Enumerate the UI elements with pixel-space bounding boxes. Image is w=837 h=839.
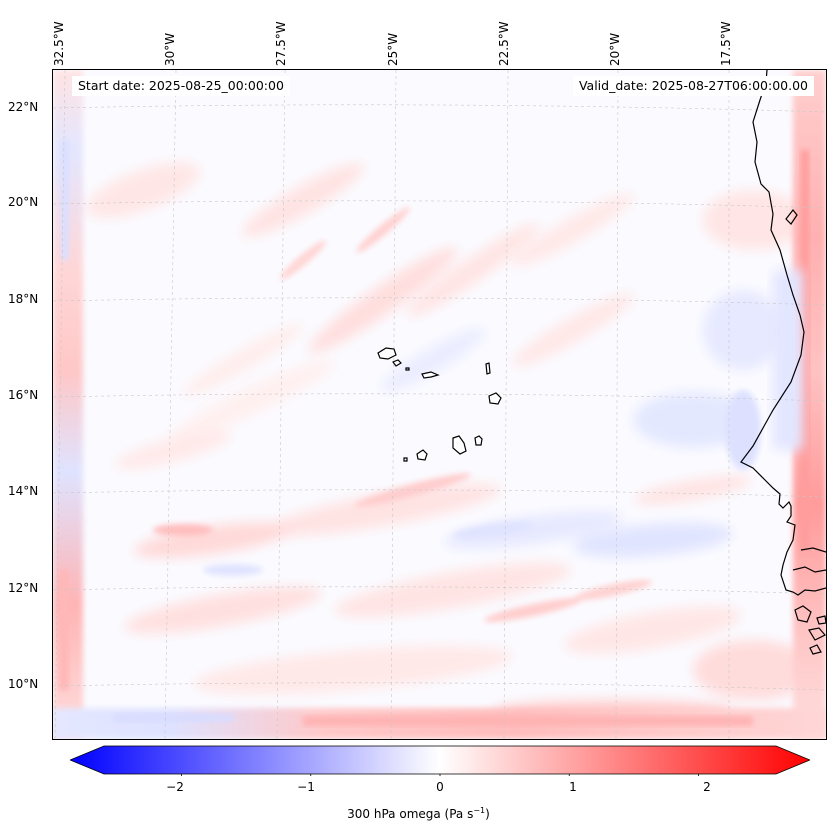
lon-label-27-5w: 27.5°W [274,21,288,66]
lon-label-25w: 25°W [386,32,400,66]
island-brava [403,457,408,462]
island-sao-nicolau [421,371,440,379]
colorbar-label-end: ) [485,807,490,821]
island-maio [474,435,483,446]
lat-label-10n: 10°N [8,677,39,691]
lat-label-20n: 20°N [8,195,39,209]
graticule [53,70,826,739]
omega-field-map [53,70,826,739]
lon-label-17-5w: 17.5°W [719,21,733,66]
west-africa-coastline [740,70,826,655]
colorbar-tick-0: 0 [436,780,444,794]
island-santo-antao [377,347,397,360]
lat-label-16n: 16°N [8,388,39,402]
map-panel [52,69,827,740]
lat-label-12n: 12°N [8,581,39,595]
valid-date-label: Valid_date: 2025-08-27T06:00:00.00 [572,76,814,96]
colorbar-tick-2: 2 [703,780,711,794]
lat-label-22n: 22°N [8,100,39,114]
cape-verde-islands [377,347,502,462]
island-fogo [416,449,428,461]
colorbar-body [70,745,810,775]
lon-label-22-5w: 22.5°W [497,21,511,66]
island-santa-luzia [405,367,410,371]
lat-label-14n: 14°N [8,484,39,498]
colorbar-label-exponent: −1 [473,806,486,815]
lon-label-30w: 30°W [163,32,177,66]
lat-label-18n: 18°N [8,292,39,306]
island-boa-vista [488,392,502,405]
colorbar-label: 300 hPa omega (Pa s−1) [0,806,837,821]
colorbar-label-main: 300 hPa omega (Pa s [347,807,474,821]
island-sal [485,362,491,375]
island-sao-vicente [392,359,402,367]
lon-label-20w: 20°W [608,32,622,66]
colorbar-tick-neg2: −2 [166,780,184,794]
colorbar [70,744,810,776]
colorbar-gradient [70,745,810,776]
island-santiago [452,435,467,455]
lon-label-32-5w: 32.5°W [52,21,66,66]
colorbar-tick-1: 1 [569,780,577,794]
omega-anomalies [86,162,813,720]
colorbar-tick-marks [181,774,699,776]
start-date-label: Start date: 2025-08-25_00:00:00 [72,76,290,96]
colorbar-tick-neg1: −1 [297,780,315,794]
